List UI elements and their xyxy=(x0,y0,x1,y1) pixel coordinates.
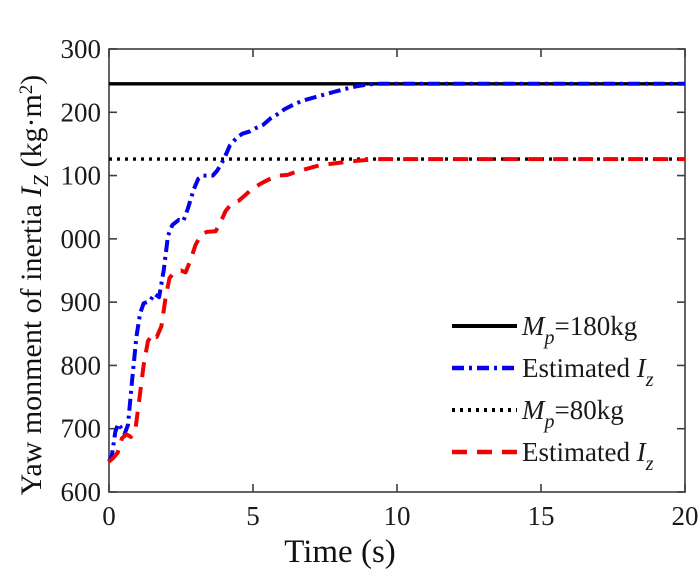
legend-label-Mp-180: Mp=180kg xyxy=(521,311,637,349)
y-axis-variable: I xyxy=(15,186,48,197)
x-tick-label: 10 xyxy=(384,501,411,531)
y-tick-label: 800 xyxy=(61,350,102,380)
axis-tick-labels: 0 5 10 15 20 600 700 800 900 000 100 200 300 xyxy=(61,34,699,531)
x-tick-label: 20 xyxy=(672,501,699,531)
y-axis-unit-open: (kg·m xyxy=(15,94,48,176)
x-axis-title: Time (s) xyxy=(284,534,396,570)
y-axis-variable-subscript: Z xyxy=(29,175,53,187)
y-tick-label: 100 xyxy=(61,161,102,191)
y-tick-label: 900 xyxy=(61,287,102,317)
axis-ticks xyxy=(108,48,686,493)
x-tick-label: 15 xyxy=(528,501,555,531)
plot-area xyxy=(108,48,686,493)
x-tick-label: 5 xyxy=(246,501,260,531)
series-line-est-Iz-180 xyxy=(107,81,685,463)
data-series xyxy=(107,81,685,464)
y-tick-label: 200 xyxy=(61,97,102,127)
legend-label-est-Iz-180: Estimated Iz xyxy=(522,353,654,391)
y-tick-label: 600 xyxy=(61,477,102,507)
x-tick-label: 0 xyxy=(102,501,116,531)
y-tick-label: 000 xyxy=(61,224,102,254)
legend: Mp=180kg Estimated Iz Mp=80kg Estimated Iz xyxy=(452,311,654,475)
y-axis-title: Yaw monment of inertia IZ (kg·m2) xyxy=(9,0,55,583)
y-axis-title-text: Yaw monment of inertia xyxy=(15,196,48,496)
legend-label-est-Iz-80: Estimated Iz xyxy=(522,437,654,475)
legend-label-Mp-80: Mp=80kg xyxy=(521,395,624,433)
y-axis-unit-close: ) xyxy=(15,74,48,85)
y-tick-label: 300 xyxy=(61,34,102,64)
y-axis-unit-superscript: 2 xyxy=(16,84,37,95)
y-tick-label: 700 xyxy=(61,414,102,444)
